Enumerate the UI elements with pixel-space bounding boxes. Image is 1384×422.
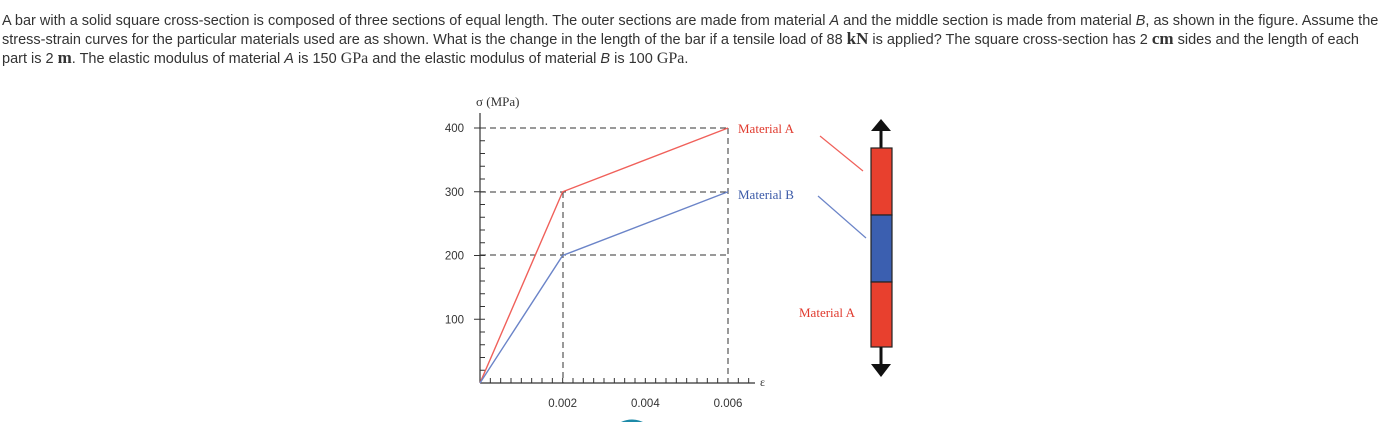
- dashed-guides: [480, 127, 729, 383]
- bar-section-a-top: [870, 147, 893, 216]
- unit-cm: cm: [1151, 29, 1174, 48]
- leader-line-b: [817, 195, 867, 239]
- material-a-ref: A: [829, 13, 840, 29]
- unit-kn: kN: [846, 29, 869, 48]
- material-b-ref: B: [1135, 13, 1146, 29]
- leader-line-a: [819, 135, 864, 172]
- y-tick-label: 400: [445, 123, 464, 135]
- unit-m: m: [57, 48, 72, 67]
- label-material-a-top: Material A: [738, 121, 795, 136]
- problem-text: is 150: [293, 51, 341, 67]
- problem-text: A bar with a solid square cross-section …: [2, 13, 830, 29]
- y-tick-label: 100: [445, 314, 464, 326]
- minor-ticks: [480, 127, 750, 383]
- problem-text: is 100: [610, 51, 657, 67]
- problem-text: and the elastic modulus of material: [368, 51, 601, 67]
- material-a-ref: A: [284, 51, 294, 67]
- unit-gpa: GPa: [656, 50, 685, 67]
- problem-text: and the middle section is made from mate…: [839, 13, 1136, 29]
- x-tick-label: 0.004: [631, 398, 660, 410]
- problem-text: sides and the length of each part is 2: [2, 32, 1359, 67]
- axes: [479, 113, 755, 384]
- material-b-ref: B: [600, 51, 611, 67]
- composite-bar: [870, 119, 893, 377]
- problem-text: . The elastic modulus of material: [71, 51, 285, 67]
- bar-section-a-bottom: [870, 281, 893, 348]
- arrow-down-icon: [871, 364, 891, 377]
- x-axis-title: ε: [760, 375, 765, 389]
- bar-section-b: [870, 214, 893, 283]
- problem-text: , as shown in the figure. Assume the str…: [2, 13, 1379, 48]
- problem-text: is applied? The square cross-section has…: [868, 32, 1152, 48]
- series-layer: [479, 127, 729, 384]
- problem-text: .: [684, 51, 689, 67]
- series-material-b-line: [479, 191, 729, 384]
- y-tick-label: 200: [445, 251, 464, 263]
- tick-labels: 100 200 300 400 0.002 0.004 0.006: [445, 123, 743, 410]
- label-material-a-bottom: Material A: [799, 305, 856, 320]
- y-tick-label: 300: [445, 187, 464, 199]
- label-material-b: Material B: [738, 187, 794, 202]
- x-tick-label: 0.002: [548, 398, 577, 410]
- series-material-a-line: [479, 127, 729, 384]
- problem-statement: A bar with a solid square cross-section …: [2, 12, 1380, 68]
- partial-circle-icon: [621, 419, 643, 422]
- arrow-up-icon: [871, 119, 891, 131]
- x-tick-label: 0.006: [714, 398, 743, 410]
- unit-gpa: GPa: [340, 50, 369, 67]
- y-axis-title: σ (MPa): [476, 94, 519, 109]
